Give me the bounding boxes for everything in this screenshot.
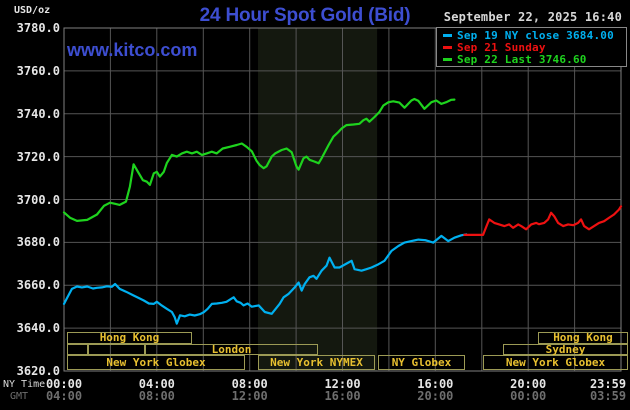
y-tick-label: 3780.0 xyxy=(16,21,60,35)
legend-item-label: Sep 21 Sunday xyxy=(457,40,546,54)
plot-border xyxy=(63,27,622,372)
x-tick-gmt-label: 12:00 xyxy=(231,389,268,403)
x-tick-gmt-label: 20:00 xyxy=(417,389,454,403)
x-tick-gmt-label: 00:00 xyxy=(510,389,547,403)
x-tick-ny-label: 20:00 xyxy=(510,377,547,391)
y-tick-label: 3740.0 xyxy=(16,106,60,121)
series-sep22-line xyxy=(62,97,456,222)
series-sep21-line xyxy=(463,205,623,236)
legend-item: Sep 22 Last 3746.60 xyxy=(437,52,626,66)
session-box-new-york-nymex: New York NYMEX xyxy=(258,355,375,370)
y-tick-label: 3760.0 xyxy=(16,63,60,78)
session-box-hong-kong: Hong Kong xyxy=(67,332,192,344)
legend-item: Sep 21 Sunday xyxy=(437,40,626,54)
y-tick-label: 3720.0 xyxy=(16,149,60,164)
session-box-ny-globex: NY Globex xyxy=(378,355,465,370)
x-tick-ny-label: 08:00 xyxy=(231,377,268,391)
y-tick-label: 3660.0 xyxy=(16,278,60,293)
y-tick-label: 3620.0 xyxy=(16,364,60,378)
x-tick-gmt-label: 16:00 xyxy=(324,389,361,403)
units-label: USD/oz xyxy=(14,5,51,16)
gmt-axis-caption: GMT xyxy=(10,391,29,402)
y-tick-label: 3700.0 xyxy=(16,192,60,207)
legend-item: Sep 19 NY close 3684.00 xyxy=(437,28,626,42)
x-tick-ny-label: 00:00 xyxy=(45,377,83,391)
page-title: 24 Hour Spot Gold (Bid) xyxy=(199,5,411,26)
x-tick-ny-label: 23:59 xyxy=(589,377,627,391)
session-box-new-york-globex: New York Globex xyxy=(483,355,628,370)
series-sep19-line xyxy=(62,233,468,325)
legend-item-label: Sep 22 Last 3746.60 xyxy=(457,52,587,66)
ny-time-axis-caption: NY Time xyxy=(3,379,46,390)
x-tick-gmt-label: 03:59 xyxy=(589,389,627,403)
legend-dash-icon xyxy=(443,45,452,49)
legend-dash-icon xyxy=(443,57,452,61)
session-box-empty xyxy=(88,343,145,355)
x-tick-gmt-label: 04:00 xyxy=(45,389,83,403)
x-tick-ny-label: 04:00 xyxy=(138,377,175,391)
y-tick-label: 3680.0 xyxy=(16,235,60,250)
legend-box: Sep 19 NY close 3684.00 Sep 21 Sunday Sep … xyxy=(436,27,627,67)
price-series xyxy=(62,97,623,325)
x-tick-ny-label: 16:00 xyxy=(417,377,454,391)
kitco-watermark-link[interactable]: www.kitco.com xyxy=(67,40,198,60)
datetime-label: September 22, 2025 16:40 xyxy=(443,10,622,24)
x-tick-gmt-label: 08:00 xyxy=(138,389,175,403)
session-box-sydney: Sydney xyxy=(503,343,628,355)
session-box-hong-kong: Hong Kong xyxy=(538,332,628,344)
y-tick-label: 3640.0 xyxy=(16,321,60,336)
x-tick-ny-label: 12:00 xyxy=(324,377,361,391)
session-box-empty xyxy=(67,343,88,355)
session-box-london: London xyxy=(145,343,318,355)
legend-dash-icon xyxy=(443,33,452,37)
gridlines xyxy=(64,28,621,371)
session-box-new-york-globex: New York Globex xyxy=(67,355,245,370)
legend-item-label: Sep 19 NY close 3684.00 xyxy=(457,28,614,42)
